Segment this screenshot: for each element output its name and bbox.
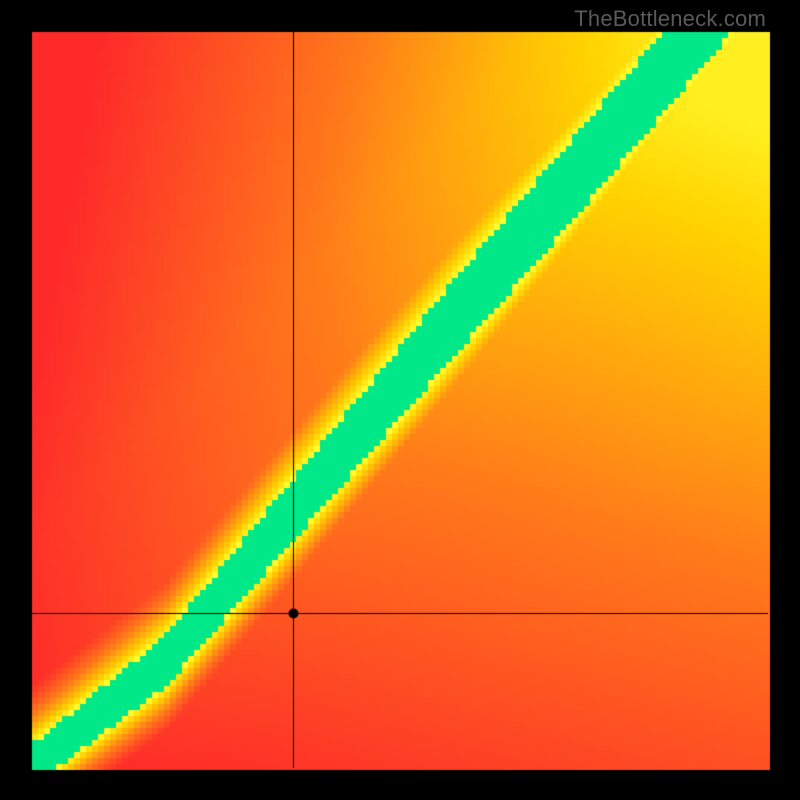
bottleneck-heatmap	[0, 0, 800, 800]
watermark-text: TheBottleneck.com	[574, 6, 766, 32]
chart-container: TheBottleneck.com	[0, 0, 800, 800]
